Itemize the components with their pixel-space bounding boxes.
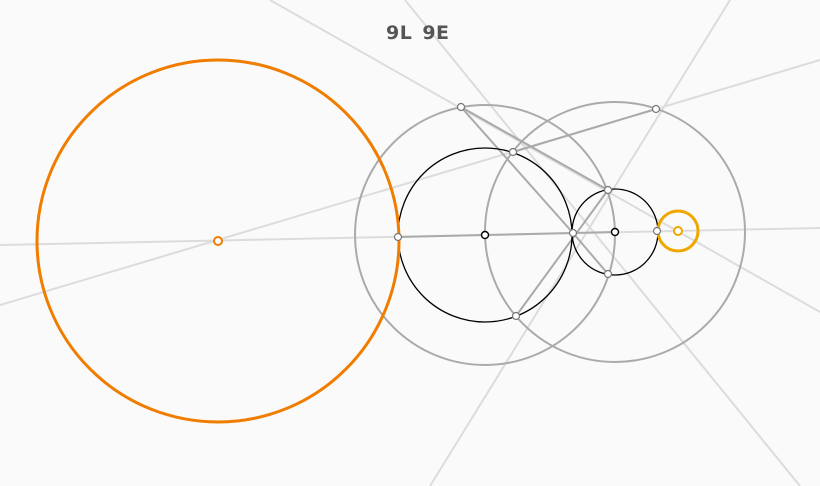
- construction-segment-3: [460, 106, 609, 191]
- move-count-l: 9L: [386, 22, 413, 44]
- orange-ring-icon[interactable]: [213, 236, 223, 246]
- circle-point-icon[interactable]: [508, 147, 518, 157]
- construction-segment-4: [515, 189, 609, 317]
- construction-segment-6: [484, 231, 616, 236]
- circle-point-icon[interactable]: [603, 269, 613, 279]
- circle-point-icon[interactable]: [603, 185, 613, 195]
- orange-ring-icon[interactable]: [673, 226, 683, 236]
- circle-point-icon[interactable]: [393, 232, 403, 242]
- move-counter: 9L 9E: [386, 22, 460, 44]
- construction-line-3: [269, 0, 820, 313]
- construction-segment-2: [512, 108, 657, 153]
- circle-point-icon[interactable]: [511, 311, 521, 321]
- goal-circle-large: [35, 58, 401, 424]
- construction-line-4: [404, 0, 801, 486]
- move-count-e: 9E: [422, 22, 450, 44]
- construction-segment-1: [460, 106, 574, 234]
- construction-segment-5: [572, 232, 609, 275]
- circle-point-icon[interactable]: [456, 102, 466, 112]
- construction-line-5: [429, 0, 731, 486]
- circle-point-icon[interactable]: [568, 228, 578, 238]
- given-point-left[interactable]: [480, 230, 490, 240]
- circle-point-icon[interactable]: [651, 104, 661, 114]
- given-point-right[interactable]: [610, 227, 620, 237]
- construction-segment-7: [397, 234, 486, 238]
- circle-point-icon[interactable]: [652, 226, 662, 236]
- construction-line-2: [0, 59, 820, 306]
